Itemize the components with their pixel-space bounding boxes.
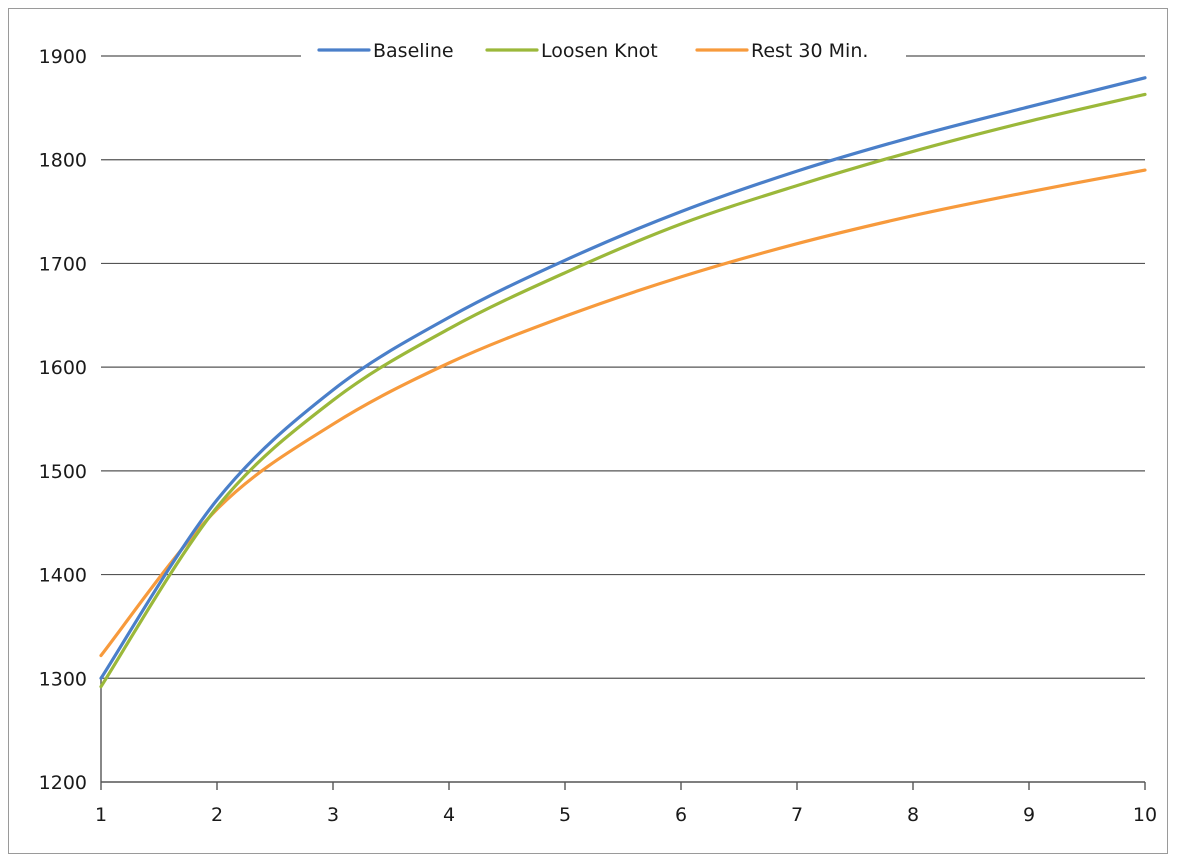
y-tick-label: 1700 (39, 253, 87, 275)
legend-label: Baseline (373, 40, 454, 62)
y-tick-label: 1400 (39, 565, 87, 587)
x-tick-label: 10 (1133, 804, 1157, 826)
y-tick-label: 1600 (39, 357, 87, 379)
x-tick-label: 2 (211, 804, 223, 826)
grid-layer (101, 55, 1145, 679)
legend-label: Loosen Knot (541, 40, 658, 62)
series-layer (99, 76, 1147, 689)
y-tick-label: 1900 (39, 46, 87, 68)
legend-background (301, 40, 906, 70)
y-tick-label: 1500 (39, 461, 87, 483)
series-line-baseline (99, 76, 1147, 680)
x-tick-label: 1 (95, 804, 107, 826)
series-line-rest-30-min (99, 168, 1147, 658)
line-chart: 1200 1300 1400 1500 1600 1700 1800 1900 1 2 3 4 5 6 7 8… (39, 40, 1157, 826)
y-tick-label: 1200 (39, 772, 87, 794)
legend: Baseline Loosen Knot Rest 30 Min. (301, 40, 906, 70)
x-tick-label: 8 (907, 804, 919, 826)
y-tick-label: 1800 (39, 150, 87, 172)
x-tick-label: 7 (791, 804, 803, 826)
x-tick-label: 4 (443, 804, 455, 826)
x-tick-label: 6 (675, 804, 687, 826)
y-tick-label: 1300 (39, 668, 87, 690)
legend-label: Rest 30 Min. (751, 40, 868, 62)
x-tick-label: 5 (559, 804, 571, 826)
x-tick-label: 3 (327, 804, 339, 826)
series-line-loosen-knot (99, 92, 1147, 689)
chart-frame: 1200 1300 1400 1500 1600 1700 1800 1900 1 2 3 4 5 6 7 8… (8, 8, 1168, 854)
x-tick-label: 9 (1023, 804, 1035, 826)
axis-layer: 1200 1300 1400 1500 1600 1700 1800 1900 1 2 3 4 5 6 7 8… (39, 46, 1157, 826)
